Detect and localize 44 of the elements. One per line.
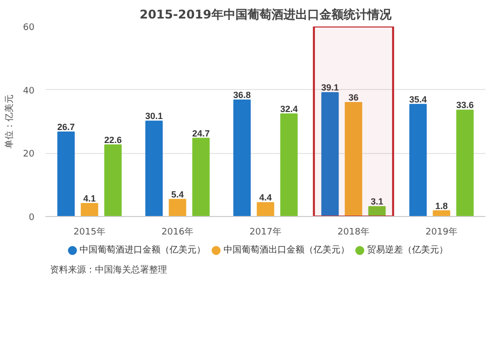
bar	[256, 202, 274, 216]
data-label: 39.1	[321, 82, 339, 93]
data-label: 32.4	[280, 104, 298, 114]
y-tick-label: 0	[28, 213, 35, 223]
data-label: 36	[348, 92, 359, 102]
data-label: 4.4	[259, 192, 272, 203]
legend-label: 中国葡萄酒出口金额（亿美元）	[223, 244, 350, 256]
bar	[57, 131, 75, 216]
bar	[168, 198, 186, 216]
data-label: 3.1	[370, 196, 384, 207]
legend-label: 贸易逆差（亿美元）	[366, 244, 448, 256]
x-tick-label: 2015年	[74, 226, 106, 238]
data-label: 22.6	[104, 134, 122, 145]
bar	[233, 99, 251, 216]
data-label: 33.6	[456, 100, 474, 110]
bar	[344, 102, 362, 216]
x-tick-label: 2018年	[338, 226, 370, 238]
y-tick-label: 40	[23, 86, 35, 96]
y-tick-label: 60	[23, 23, 35, 33]
bar	[280, 113, 298, 216]
chart-title: 2015-2019年中国葡萄酒进出口金额统计情况	[140, 8, 392, 22]
legend-label: 中国葡萄酒进口金额（亿美元）	[80, 244, 206, 256]
x-tick-label: 2016年	[162, 226, 194, 238]
bar	[409, 104, 427, 216]
data-label: 24.7	[192, 128, 210, 138]
bar	[145, 120, 163, 216]
y-axis-title: 单位：亿美元	[4, 94, 16, 148]
text: 资料来源：中国海关总署整理	[50, 264, 167, 276]
data-label: 26.7	[57, 122, 75, 132]
bar	[368, 206, 386, 216]
bar	[104, 144, 122, 216]
bar	[456, 110, 474, 216]
bar	[192, 138, 210, 216]
bar	[321, 92, 339, 216]
bar	[80, 203, 98, 216]
data-label: 4.1	[83, 194, 96, 204]
data-label: 30.1	[145, 111, 163, 122]
data-label: 5.4	[171, 189, 184, 200]
data-label: 35.4	[409, 94, 427, 104]
x-tick-label: 2019年	[426, 226, 458, 238]
data-label: 36.8	[233, 90, 251, 100]
x-tick-label: 2017年	[250, 226, 282, 238]
data-label: 1.8	[435, 200, 448, 211]
y-tick-label: 20	[23, 150, 35, 160]
